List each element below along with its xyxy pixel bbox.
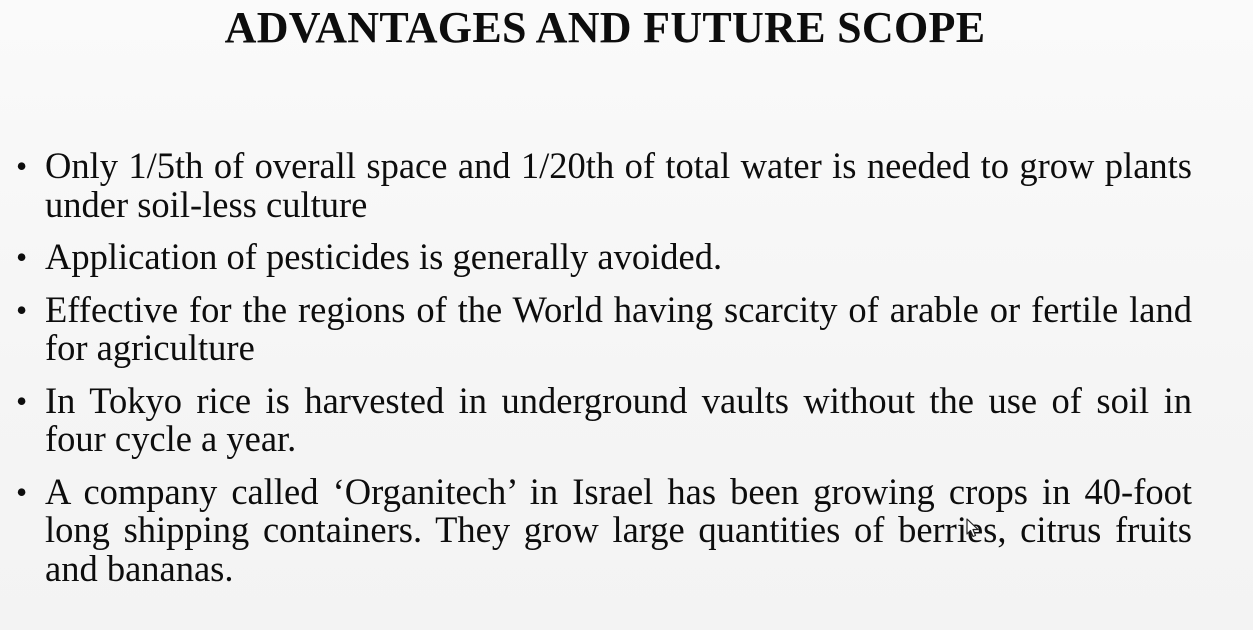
bullet-text: A company called ‘Organitech’ in Israel …: [45, 470, 1192, 589]
bullet-dot: •: [16, 148, 28, 184]
bullet-list: • Only 1/5th of overall space and 1/20th…: [14, 145, 1192, 602]
bullet-item: • In Tokyo rice is harvested in undergro…: [14, 379, 1192, 459]
bullet-text: In Tokyo rice is harvested in undergroun…: [45, 379, 1192, 459]
bullet-text: Application of pesticides is generally a…: [45, 236, 723, 277]
slide-title: ADVANTAGES AND FUTURE SCOPE: [224, 3, 986, 52]
bullet-dot: •: [16, 473, 28, 510]
bullet-text: Effective for the regions of the World h…: [45, 288, 1192, 368]
bullet-dot: •: [16, 291, 28, 328]
bullet-item: • Only 1/5th of overall space and 1/20th…: [14, 145, 1192, 225]
mouse-pointer-icon: [966, 518, 979, 538]
bullet-text: Only 1/5th of overall space and 1/20th o…: [45, 145, 1192, 225]
bullet-item: • Effective for the regions of the World…: [14, 288, 1192, 368]
bullet-item: • A company called ‘Organitech’ in Israe…: [14, 470, 1192, 589]
bullet-item: • Application of pesticides is generally…: [14, 236, 1192, 277]
bullet-dot: •: [16, 382, 28, 419]
bullet-dot: •: [16, 239, 28, 275]
